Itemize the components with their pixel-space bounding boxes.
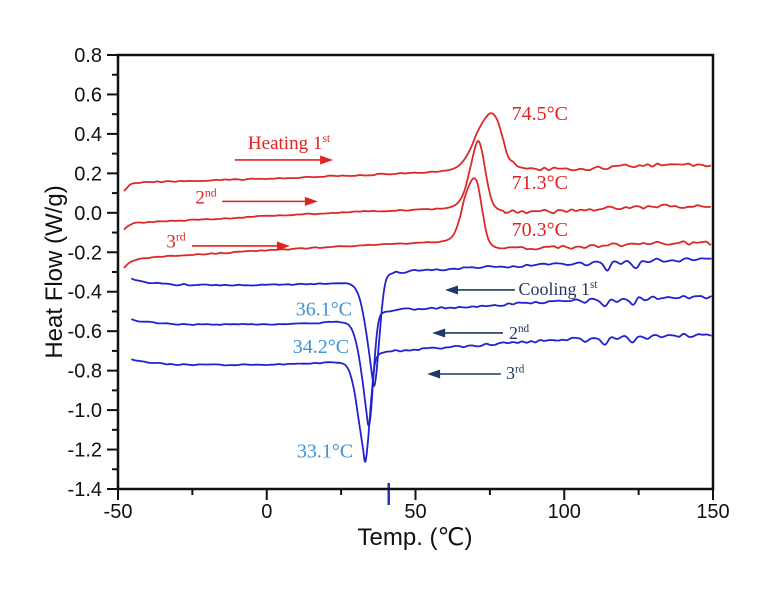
x-axis-title: Temp. (℃) <box>358 524 473 551</box>
annotation-arrow-left <box>432 328 503 338</box>
curve-cooling-1st <box>130 257 712 387</box>
x-axis-tick-label: 100 <box>548 501 581 523</box>
y-axis-tick-label: -0.2 <box>68 242 102 264</box>
y-axis-tick-label: -1.0 <box>68 400 102 422</box>
y-axis-tick-label: -0.6 <box>68 321 102 343</box>
y-axis-tick-label: -1.2 <box>68 440 102 462</box>
annotation-arrow-right <box>222 196 318 206</box>
arrow-head-icon <box>276 241 290 251</box>
annotation-label-70-3-c: 70.3°C <box>512 219 568 241</box>
arrow-head-icon <box>320 155 334 165</box>
curve-heating-1st <box>123 112 712 192</box>
annotation-label-33-1-c: 33.1°C <box>297 441 353 463</box>
annotation-label-heating-1st: Heating 1st <box>248 132 331 154</box>
y-axis-tick-label: 0.8 <box>74 45 102 67</box>
y-axis-tick-label: 0.0 <box>74 203 102 225</box>
annotation-label-34-2-c: 34.2°C <box>293 336 349 358</box>
annotation-label-3rd: 3rd <box>506 363 525 383</box>
x-axis-tick-label: 0 <box>261 501 272 523</box>
annotation-label-71-3-c: 71.3°C <box>512 172 568 194</box>
y-axis-tick-label: -0.8 <box>68 361 102 383</box>
y-axis-tick-label: 0.4 <box>74 124 102 146</box>
arrow-head-icon <box>432 328 446 338</box>
curve-cooling-3rd <box>130 332 712 463</box>
annotation-label-2nd: 2nd <box>195 186 216 208</box>
axis-ticks-group: -50 0 50 100 150 0.8 0.6 0.4 0.2 0.0 -0.2 -0.4 -0.6 -… <box>68 45 730 523</box>
annotation-label-36-1-c: 36.1°C <box>296 299 352 321</box>
arrow-head-icon <box>427 369 441 379</box>
y-axis-tick-label: 0.2 <box>74 163 102 185</box>
annotation-label-3rd: 3rd <box>166 230 185 252</box>
curve-heating-2nd <box>123 140 712 231</box>
x-axis-tick-label: -50 <box>104 501 133 523</box>
curve-cooling-2nd <box>131 295 712 427</box>
curve-heating-3rd <box>123 177 712 269</box>
annotation-label-cooling-1st: Cooling 1st <box>519 279 599 299</box>
x-axis-tick-label: 50 <box>404 501 426 523</box>
arrow-head-icon <box>304 196 318 206</box>
annotation-label-2nd: 2nd <box>509 323 530 343</box>
y-axis-title: Heat Flow (W/g) <box>41 185 68 358</box>
annotations-group: Heating 1st 2nd 3rd 74.5°C 71.3°C 70.3°C Cooli… <box>166 103 598 463</box>
annotation-arrow-right <box>234 155 334 165</box>
y-axis-tick-label: -1.4 <box>68 479 102 501</box>
y-axis-tick-label: 0.6 <box>74 84 102 106</box>
arrow-head-icon <box>444 285 458 295</box>
x-axis-tick-label: 150 <box>696 501 729 523</box>
annotation-label-74-5-c: 74.5°C <box>512 103 568 125</box>
annotation-arrow-left <box>444 285 515 295</box>
plot-border-box <box>116 53 715 491</box>
y-axis-tick-label: -0.4 <box>68 282 102 304</box>
curves-group <box>123 112 712 463</box>
annotation-arrow-left <box>427 369 501 379</box>
annotation-arrow-right <box>192 241 290 251</box>
